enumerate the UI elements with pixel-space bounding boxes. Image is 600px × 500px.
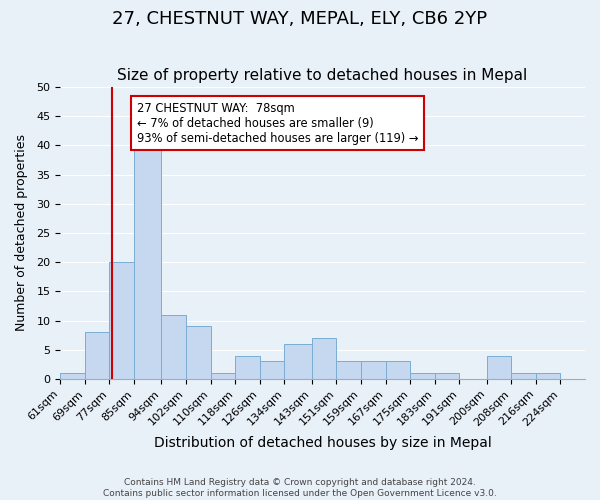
Y-axis label: Number of detached properties: Number of detached properties [15, 134, 28, 332]
Bar [361, 362, 386, 379]
Bar [109, 262, 134, 379]
Bar [235, 356, 260, 379]
Bar [134, 140, 161, 379]
Bar [161, 314, 186, 379]
Bar [211, 373, 235, 379]
Bar [410, 373, 434, 379]
Text: 27 CHESTNUT WAY:  78sqm
← 7% of detached houses are smaller (9)
93% of semi-deta: 27 CHESTNUT WAY: 78sqm ← 7% of detached … [137, 102, 418, 144]
Text: Contains HM Land Registry data © Crown copyright and database right 2024.
Contai: Contains HM Land Registry data © Crown c… [103, 478, 497, 498]
Bar [434, 373, 459, 379]
Bar [386, 362, 410, 379]
Bar [186, 326, 211, 379]
Text: 27, CHESTNUT WAY, MEPAL, ELY, CB6 2YP: 27, CHESTNUT WAY, MEPAL, ELY, CB6 2YP [112, 10, 488, 28]
Title: Size of property relative to detached houses in Mepal: Size of property relative to detached ho… [118, 68, 528, 83]
X-axis label: Distribution of detached houses by size in Mepal: Distribution of detached houses by size … [154, 436, 491, 450]
Bar [337, 362, 361, 379]
Bar [312, 338, 337, 379]
Bar [511, 373, 536, 379]
Bar [260, 362, 284, 379]
Bar [536, 373, 560, 379]
Bar [487, 356, 511, 379]
Bar [284, 344, 312, 379]
Bar [60, 373, 85, 379]
Bar [85, 332, 109, 379]
